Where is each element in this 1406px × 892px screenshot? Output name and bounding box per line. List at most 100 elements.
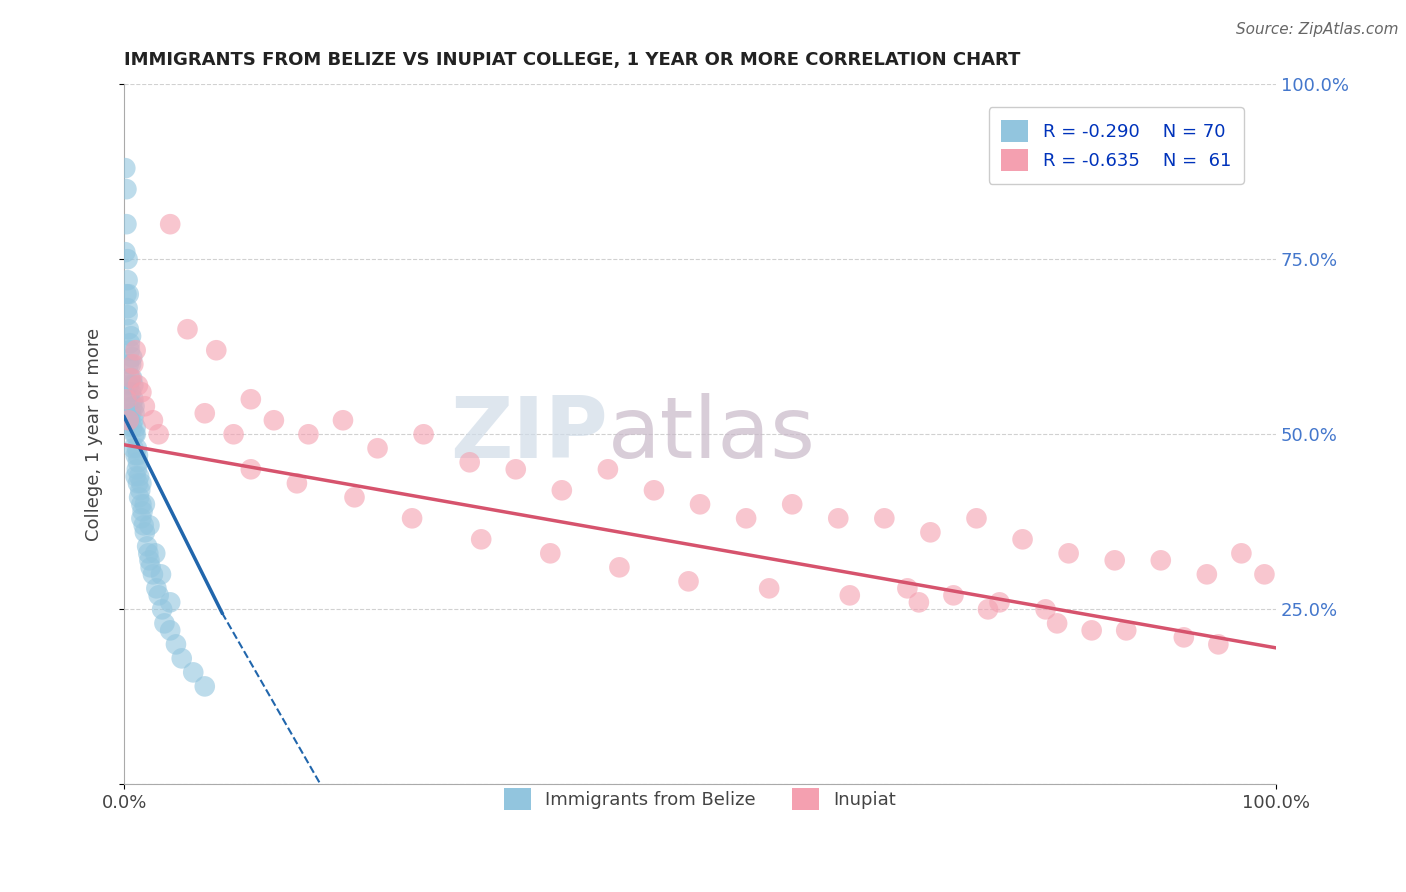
Point [159, 217, 181, 231]
Point [165, 637, 187, 651]
Point [458, 455, 481, 469]
Point [966, 511, 988, 525]
Point [142, 567, 165, 582]
Point [120, 329, 142, 343]
Point [896, 582, 918, 596]
Point [127, 448, 149, 462]
Point [118, 343, 141, 358]
Point [115, 287, 138, 301]
Point [920, 525, 942, 540]
Point [153, 616, 176, 631]
Point [977, 602, 1000, 616]
Point [124, 406, 146, 420]
Point [1080, 624, 1102, 638]
Point [122, 378, 145, 392]
Point [118, 357, 141, 371]
Point [114, 245, 136, 260]
Point [115, 182, 138, 196]
Point [114, 161, 136, 176]
Point [148, 427, 170, 442]
Point [128, 491, 150, 505]
Point [118, 392, 141, 407]
Point [143, 546, 166, 560]
Point [1011, 533, 1033, 547]
Point [239, 462, 262, 476]
Point [205, 343, 228, 358]
Point [124, 427, 146, 442]
Point [148, 588, 170, 602]
Point [942, 588, 965, 602]
Point [297, 427, 319, 442]
Point [159, 624, 181, 638]
Point [127, 378, 149, 392]
Text: ZIP: ZIP [450, 392, 607, 475]
Point [117, 273, 139, 287]
Point [1150, 553, 1173, 567]
Point [115, 217, 138, 231]
Point [142, 413, 165, 427]
Point [124, 427, 146, 442]
Point [367, 442, 389, 456]
Point [122, 357, 145, 371]
Point [118, 336, 141, 351]
Point [780, 497, 803, 511]
Point [129, 483, 152, 498]
Legend: Immigrants from Belize, Inupiat: Immigrants from Belize, Inupiat [489, 773, 911, 824]
Point [538, 546, 561, 560]
Point [1173, 631, 1195, 645]
Point [470, 533, 492, 547]
Point [735, 511, 758, 525]
Point [118, 413, 141, 427]
Point [121, 350, 143, 364]
Point [120, 357, 142, 371]
Point [124, 469, 146, 483]
Point [1208, 637, 1230, 651]
Text: IMMIGRANTS FROM BELIZE VS INUPIAT COLLEGE, 1 YEAR OR MORE CORRELATION CHART: IMMIGRANTS FROM BELIZE VS INUPIAT COLLEG… [124, 51, 1021, 69]
Point [128, 469, 150, 483]
Point [124, 399, 146, 413]
Point [121, 399, 143, 413]
Text: Source: ZipAtlas.com: Source: ZipAtlas.com [1236, 22, 1399, 37]
Point [332, 413, 354, 427]
Point [121, 420, 143, 434]
Point [609, 560, 631, 574]
Point [1230, 546, 1253, 560]
Point [124, 448, 146, 462]
Point [1253, 567, 1275, 582]
Point [827, 511, 849, 525]
Point [125, 442, 148, 456]
Point [908, 595, 931, 609]
Point [118, 287, 141, 301]
Point [125, 462, 148, 476]
Point [118, 378, 141, 392]
Point [181, 665, 204, 680]
Point [122, 442, 145, 456]
Point [115, 392, 138, 407]
Point [118, 371, 141, 385]
Point [988, 595, 1011, 609]
Point [131, 385, 153, 400]
Point [122, 392, 145, 407]
Point [194, 406, 217, 420]
Point [117, 308, 139, 322]
Point [222, 427, 245, 442]
Point [1104, 553, 1126, 567]
Point [412, 427, 434, 442]
Point [117, 252, 139, 267]
Point [131, 497, 153, 511]
Point [159, 595, 181, 609]
Point [758, 582, 780, 596]
Point [127, 455, 149, 469]
Point [127, 476, 149, 491]
Point [132, 518, 155, 533]
Point [134, 497, 156, 511]
Point [596, 462, 619, 476]
Point [124, 343, 146, 358]
Text: atlas: atlas [607, 392, 815, 475]
Point [118, 413, 141, 427]
Point [1046, 616, 1069, 631]
Point [120, 371, 142, 385]
Point [122, 413, 145, 427]
Point [117, 301, 139, 316]
Point [176, 322, 198, 336]
